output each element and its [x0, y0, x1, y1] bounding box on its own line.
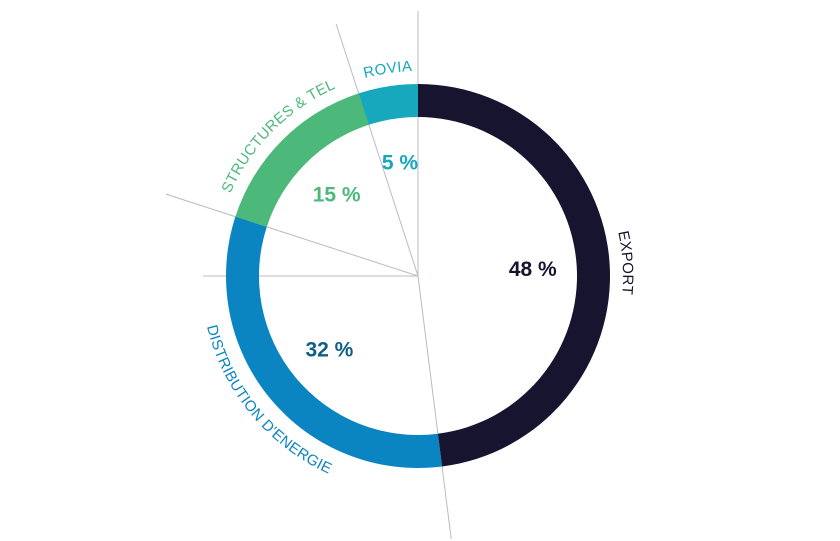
- pct-label-infrastructures-telecom: 15 %: [313, 184, 361, 207]
- percentage-labels: 48 % 32 % 15 % 5 %: [305, 151, 557, 361]
- pct-label-ferroviaire: 5 %: [382, 151, 419, 174]
- slice-distribution-d-energie: [226, 216, 443, 468]
- slice-divider-lines: [165, 11, 452, 539]
- slice-export: [418, 84, 611, 467]
- pct-label-distribution-d-energie: 32 %: [305, 338, 353, 361]
- slice-infrastructures-telecom: [235, 93, 369, 227]
- divider-line-1: [417, 275, 452, 539]
- slice-ferroviaire: [358, 84, 418, 125]
- divider-line-3: [335, 23, 419, 277]
- divider-line-2: [165, 193, 419, 277]
- pct-label-export: 48 %: [509, 258, 557, 281]
- donut-ring: [226, 84, 611, 468]
- category-label-export: EXPORT: [614, 229, 636, 295]
